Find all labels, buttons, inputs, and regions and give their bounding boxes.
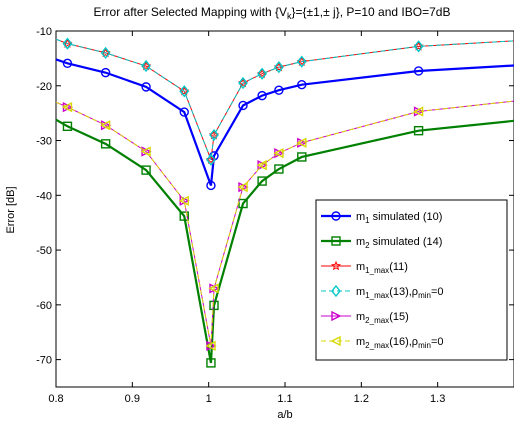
legend-marker: [331, 284, 341, 298]
series-6-point: [413, 106, 424, 117]
y-tick-label: -60: [36, 300, 52, 312]
legend-label: m1_max(13),ρmin=0: [356, 286, 444, 300]
series-4-point: [141, 59, 151, 73]
y-tick-label: -70: [36, 355, 52, 367]
series-4-point: [257, 67, 267, 80]
series-4-point: [206, 153, 216, 166]
series-4: [55, 37, 514, 166]
series-4-point: [238, 76, 248, 90]
axes: 0.8 0.9 1 1.1 1.2 1.3 -70 -60 -50 -40 -30 -20 -10: [36, 26, 514, 405]
series-4-point: [179, 85, 190, 98]
series-1-point: [238, 100, 248, 111]
series-2-point: [257, 176, 267, 186]
series-1-line: [55, 58, 514, 186]
legend-marker: [331, 310, 342, 322]
chart-title: Error after Selected Mapping with {Vk}={…: [94, 5, 451, 21]
series-2-point: [179, 211, 189, 221]
legend-marker: [330, 335, 341, 347]
series-6-point: [237, 181, 248, 193]
x-tick-label: 1.2: [354, 393, 369, 405]
series-1-point: [257, 90, 267, 101]
series-1-point: [206, 180, 216, 191]
y-tick-label: -20: [36, 81, 52, 93]
series-2: [55, 118, 514, 368]
series-2-point: [206, 358, 216, 368]
series-2-point: [413, 125, 424, 136]
series-2-point: [141, 165, 151, 175]
series-2-line: [55, 118, 514, 364]
series-1-point: [141, 82, 151, 92]
series-2-point: [62, 121, 73, 131]
series-6-point: [208, 283, 219, 294]
y-tick-label: -10: [36, 26, 52, 38]
series-6-line: [55, 100, 514, 347]
series-4-line: [55, 38, 514, 160]
legend-entry-5: m2_max(15): [321, 310, 409, 325]
series-2-point: [297, 152, 307, 162]
legend-entry-6: m2_max(16),ρmin=0: [321, 335, 444, 350]
legend-entry-3: m1_max(11): [321, 260, 408, 275]
x-tick-label: 1.1: [277, 393, 292, 405]
series-4-point: [209, 128, 219, 142]
series-4-point: [296, 55, 307, 68]
series-6-point: [178, 195, 189, 206]
legend-entry-1: m1 simulated (10): [321, 211, 442, 225]
series-2-point: [100, 139, 111, 149]
series-6-point: [140, 146, 151, 157]
series-6-point: [61, 101, 73, 113]
series-6-point: [256, 160, 267, 171]
series-2-point: [274, 164, 284, 174]
series-4-point: [273, 61, 284, 74]
legend-box: [315, 199, 508, 361]
y-axis-label: Error [dB]: [5, 186, 17, 233]
series-6: [55, 100, 514, 352]
series-4-point: [100, 46, 111, 60]
legend: m1 simulated (10) m2 simulated (14) m1_max…: [315, 199, 508, 361]
legend-marker: [330, 260, 342, 271]
series-6-point: [205, 340, 216, 352]
series-2-point: [209, 300, 219, 311]
series-1: [55, 58, 514, 191]
legend-label: m2_max(16),ρmin=0: [356, 336, 444, 350]
series-4-point: [62, 37, 73, 50]
x-tick-label: 1: [206, 393, 212, 405]
legend-label: m1_max(11): [356, 261, 408, 275]
legend-marker: [331, 211, 341, 221]
series-1-point: [62, 58, 73, 69]
series-6-point: [273, 148, 284, 159]
legend-entry-2: m2 simulated (14): [321, 236, 442, 250]
series-6-point: [100, 120, 111, 131]
series-6-point: [296, 137, 307, 148]
x-tick-label: 0.9: [125, 393, 140, 405]
series-4-point: [413, 40, 424, 53]
series-1-point: [100, 67, 111, 78]
series-1-point: [413, 66, 424, 76]
y-tick-label: -50: [36, 245, 52, 257]
series-1-point: [179, 107, 189, 117]
series-2-point: [238, 198, 248, 209]
y-tick-label: -40: [36, 190, 52, 202]
series-lines: [55, 37, 514, 368]
legend-entry-4: m1_max(13),ρmin=0: [321, 284, 444, 300]
legend-marker: [331, 236, 341, 246]
x-axis-label: a/b: [277, 409, 292, 421]
legend-label: m2_max(15): [356, 311, 409, 325]
x-tick-label: 0.8: [48, 393, 63, 405]
series-1-point: [274, 85, 284, 95]
legend-label: m1 simulated (10): [356, 211, 442, 225]
y-tick-label: -30: [36, 136, 52, 148]
series-1-point: [297, 79, 307, 90]
legend-label: m2 simulated (14): [356, 236, 442, 250]
x-tick-label: 1.3: [430, 393, 445, 405]
